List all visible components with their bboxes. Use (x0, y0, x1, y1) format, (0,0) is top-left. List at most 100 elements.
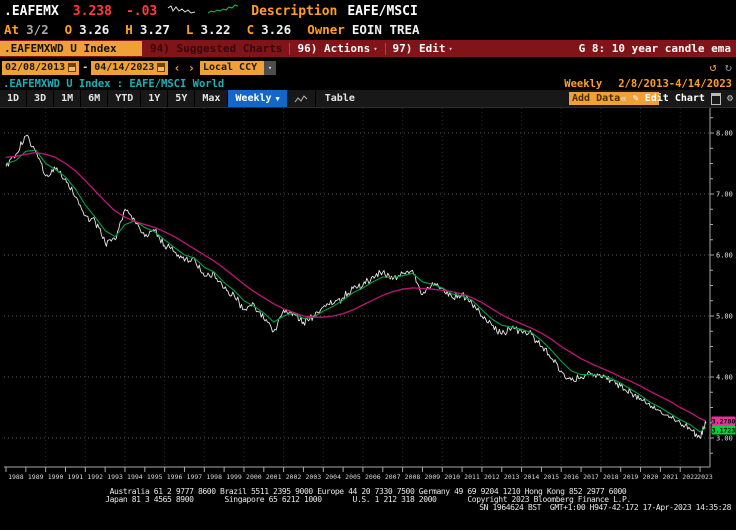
description-value: EAFE/MSCI (347, 3, 418, 19)
y-tick-label: 6.00 (716, 252, 733, 260)
date-from-input[interactable]: 02/08/2013 (2, 60, 80, 75)
x-tick-label: 2018 (603, 473, 619, 481)
range-back-icon[interactable]: ‹ (173, 60, 181, 75)
low-value: 3.22 (200, 21, 231, 37)
owner-value: EOIN TREA (351, 21, 420, 37)
range-label: 2/8/2013-4/14/2023 (618, 78, 732, 90)
last-value-text-ema-long: 3.2780 (712, 417, 736, 425)
chart-toolbar-icons: « ✎ Edit Chart ⚙ (620, 90, 733, 107)
x-tick-label: 2007 (385, 473, 401, 481)
chart-type-button[interactable] (287, 90, 316, 107)
close-label: C (246, 21, 255, 37)
tab-ytd[interactable]: YTD (108, 90, 142, 107)
low-label: L (185, 21, 194, 37)
period-range: Weekly 2/8/2013-4/14/2023 (564, 78, 732, 90)
tab-weekly-active[interactable]: Weekly ▼ (228, 90, 287, 107)
period-label: Weekly (564, 78, 603, 90)
currency-select[interactable]: Local CCY ▾ (199, 60, 276, 75)
last-value-badge-ema-long (711, 416, 736, 426)
chart-subtitle: .EAFEMXWD U Index : EAFE/MSCI World (3, 78, 225, 90)
suggested-charts-menu[interactable]: 94) Suggested Charts (150, 42, 283, 55)
x-tick-label: 2021 (662, 473, 678, 481)
y-tick-label: 4.00 (716, 374, 733, 382)
x-tick-label: 1992 (87, 473, 103, 481)
x-tick-label: 1993 (107, 473, 123, 481)
x-tick-label: 1998 (206, 473, 222, 481)
ticker-symbol: .EAFEMX (4, 3, 59, 19)
add-data-input[interactable] (569, 92, 659, 105)
function-menu-bar: .EAFEMXWD U Index 94) Suggested Charts 9… (0, 40, 736, 57)
high-value: 3.27 (139, 21, 170, 37)
gear-icon[interactable]: ⚙ (726, 93, 733, 104)
tab-1d[interactable]: 1D (0, 90, 28, 107)
high-label: H (125, 21, 133, 37)
footer-phone-line2: Japan 81 3 4565 8900 Singapore 65 6212 1… (105, 495, 631, 504)
x-tick-label: 2000 (246, 473, 262, 481)
menu-divider (289, 42, 291, 55)
x-tick-label: 2011 (464, 473, 480, 481)
x-tick-label: 2022 (682, 473, 698, 481)
tab-5y[interactable]: 5Y (168, 90, 196, 107)
y-tick-label: 3.00 (716, 435, 733, 443)
tab-1m[interactable]: 1M (54, 90, 82, 107)
chevron-down-icon: ▾ (448, 44, 453, 53)
owner-label: Owner (307, 21, 345, 37)
x-tick-label: 1988 (8, 473, 24, 481)
tab-max[interactable]: Max (195, 90, 229, 107)
last-price: 3.238 (72, 3, 112, 19)
currency-value[interactable]: Local CCY (199, 60, 264, 75)
x-tick-label: 2017 (583, 473, 599, 481)
x-tick-label: 1994 (127, 473, 143, 481)
x-tick-label: 1991 (68, 473, 84, 481)
footer-terminal-info: SN 1964624 BST GMT+1:00 H947-42-172 17-A… (479, 503, 731, 512)
x-tick-label: 2010 (444, 473, 460, 481)
x-tick-label: 1996 (167, 473, 183, 481)
date-range-dash: - (82, 62, 89, 73)
open-value: 3.26 (79, 21, 110, 37)
series-ema-short (5, 149, 707, 433)
tab-table[interactable]: Table (324, 93, 355, 104)
quote-header: .EAFEMX 3.238 -.03 Description EAFE/MSCI (4, 2, 418, 20)
chevron-down-icon[interactable]: ▾ (263, 60, 276, 75)
menu-divider (384, 42, 386, 55)
price-chart[interactable]: 3.00 4.00 5.00 6.00 7.00 8.00 1988 1989 1990 1991… (0, 106, 736, 486)
at-time: 3/2 (26, 21, 49, 37)
range-forward-icon[interactable]: › (187, 60, 195, 75)
actions-menu[interactable]: 96) Actions ▾ (297, 42, 378, 55)
calendar-icon[interactable] (68, 63, 77, 72)
redo-icon[interactable]: ↻ (724, 60, 732, 74)
edit-chart-button[interactable]: Edit Chart (644, 93, 705, 104)
x-tick-label: 2009 (425, 473, 441, 481)
x-tick-label: 1989 (28, 473, 44, 481)
x-tick-label: 2005 (345, 473, 361, 481)
x-tick-label: 2020 (643, 473, 659, 481)
open-label: O (64, 21, 73, 37)
sparkline-white-icon (167, 3, 197, 20)
window-icon[interactable] (710, 92, 721, 105)
tab-1y[interactable]: 1Y (141, 90, 169, 107)
chevron-down-icon: ▼ (275, 94, 280, 103)
last-value-text-ema-short: 3.1723 (712, 426, 736, 434)
collapse-icon[interactable]: « (620, 92, 627, 105)
x-tick-label: 2015 (543, 473, 559, 481)
description-label: Description (251, 3, 338, 19)
x-tick-label: 2023 (697, 473, 713, 481)
calendar-icon[interactable] (157, 63, 166, 72)
security-input[interactable]: .EAFEMXWD U Index (0, 41, 142, 56)
ohlc-row: At 3/2 O 3.26 H 3.27 L 3.22 C 3.26 Owner… (4, 21, 420, 37)
x-tick-label: 1990 (48, 473, 64, 481)
x-tick-label: 1999 (226, 473, 242, 481)
close-value: 3.26 (261, 21, 292, 37)
pencil-icon[interactable]: ✎ (632, 93, 639, 104)
footer-phone-line1: Australia 61 2 9777 8600 Brazil 5511 239… (109, 487, 627, 496)
tab-3d[interactable]: 3D (27, 90, 55, 107)
undo-icon[interactable]: ↺ (709, 60, 717, 74)
at-label: At (4, 21, 20, 37)
edit-menu[interactable]: 97) Edit ▾ (392, 42, 453, 55)
chevron-down-icon: ▾ (373, 44, 378, 53)
tab-6m[interactable]: 6M (81, 90, 109, 107)
x-tick-label: 2006 (365, 473, 381, 481)
date-to-input[interactable]: 04/14/2023 (91, 60, 169, 75)
x-tick-label: 2012 (484, 473, 500, 481)
